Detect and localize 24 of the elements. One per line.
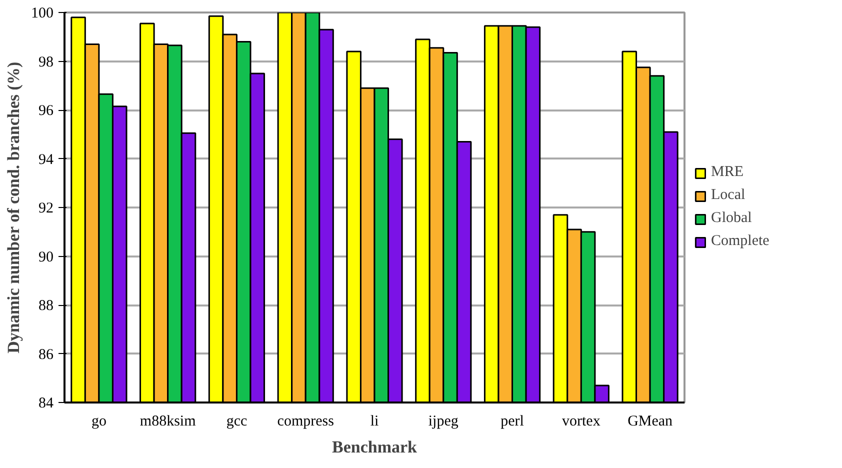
y-tick-label: 92 (38, 200, 54, 216)
x-tick-label: compress (277, 414, 334, 430)
x-tick-label: perl (500, 414, 524, 430)
x-tick-label: GMean (628, 414, 674, 430)
x-tick-label: li (370, 414, 379, 430)
y-tick-label: 86 (38, 346, 54, 363)
y-tick-label: 84 (38, 396, 54, 412)
x-tick-label: go (91, 414, 106, 430)
y-tick-label: 90 (38, 249, 54, 266)
legend-label: MRE (711, 164, 744, 181)
x-tick-label: gcc (226, 414, 248, 430)
x-axis-title: Benchmark (332, 438, 418, 456)
x-tick-label: ijpeg (428, 414, 459, 430)
legend-label: Complete (711, 233, 770, 250)
y-tick-label: 94 (38, 152, 54, 168)
y-tick-label: 96 (38, 103, 54, 119)
x-tick-label: m88ksim (140, 414, 196, 430)
y-axis-title: Dynamic number of cond. branches (%) (4, 62, 23, 354)
legend-label: Global (711, 210, 752, 227)
x-tick-label: vortex (562, 414, 601, 430)
y-tick-label: 88 (38, 298, 54, 314)
legend-label: Local (711, 187, 746, 204)
y-tick-label: 98 (38, 54, 54, 70)
y-tick-label: 100 (31, 6, 54, 22)
